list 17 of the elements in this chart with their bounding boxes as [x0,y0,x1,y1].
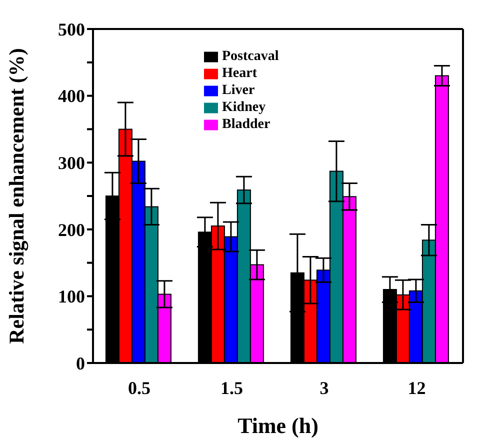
y-tick-label: 0 [76,353,85,374]
legend-label: Postcaval [222,49,279,64]
legend-label: Liver [222,83,255,98]
y-axis-title: Relative signal enhancement (%) [4,48,28,344]
legend-label: Heart [222,66,257,81]
x-tick-label: 1.5 [220,378,243,398]
x-tick-label: 0.5 [128,378,150,398]
y-tick-label: 500 [58,19,85,40]
y-tick-label: 200 [58,220,85,240]
x-tick-label: 3 [320,378,329,398]
x-tick-label: 12 [408,378,426,398]
x-axis-title: Time (h) [238,413,318,438]
y-tick-label: 300 [58,152,85,173]
legend-label: Bladder [222,117,270,132]
y-tick-label: 400 [58,86,85,106]
y-tick-label: 100 [58,286,85,307]
legend-label: Kidney [222,100,266,115]
